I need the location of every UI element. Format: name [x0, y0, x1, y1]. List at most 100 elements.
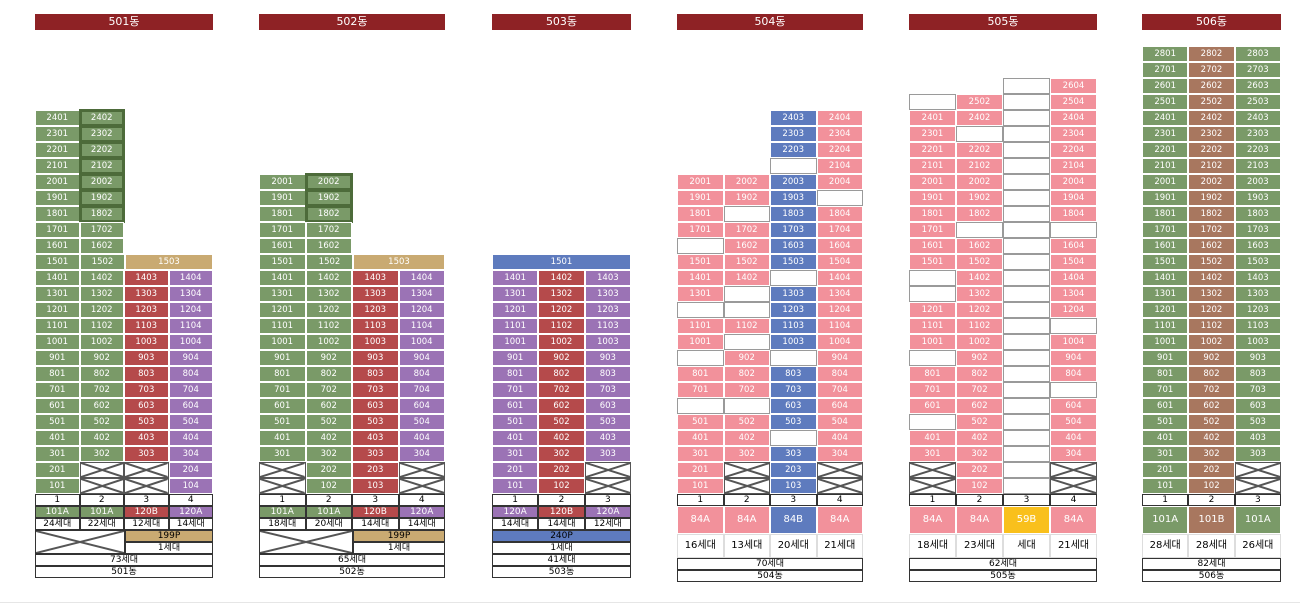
- empty-unit[interactable]: [723, 398, 770, 414]
- unit-cell[interactable]: 1204: [816, 302, 863, 318]
- unit-cell[interactable]: 902: [723, 350, 770, 366]
- unit-cell[interactable]: 904: [398, 350, 445, 366]
- unit-cell[interactable]: 1103: [1234, 318, 1281, 334]
- unit-cell[interactable]: 1104: [168, 318, 213, 334]
- unit-cell[interactable]: 2303: [1234, 126, 1281, 142]
- unit-cell[interactable]: 502: [79, 414, 124, 430]
- unit-cell[interactable]: 303: [124, 446, 169, 462]
- unit-cell[interactable]: 2202: [1188, 142, 1235, 158]
- unit-cell[interactable]: 1303: [770, 286, 817, 302]
- unit-cell[interactable]: 802: [723, 366, 770, 382]
- unit-cell[interactable]: 301: [1142, 446, 1189, 462]
- unit-cell[interactable]: 2703: [1234, 62, 1281, 78]
- unit-cell[interactable]: 1601: [35, 238, 80, 254]
- unit-cell[interactable]: 502: [956, 414, 1003, 430]
- unit-cell[interactable]: 2004: [816, 174, 863, 190]
- unit-cell[interactable]: 1101: [677, 318, 724, 334]
- unit-cell[interactable]: 1302: [79, 286, 124, 302]
- unit-cell[interactable]: 804: [398, 366, 445, 382]
- unit-cell[interactable]: 1304: [168, 286, 213, 302]
- unit-cell[interactable]: 602: [1188, 398, 1235, 414]
- unit-cell[interactable]: 101: [35, 478, 80, 494]
- unit-cell[interactable]: 1304: [816, 286, 863, 302]
- unit-cell[interactable]: 804: [816, 366, 863, 382]
- unit-cell[interactable]: 1001: [909, 334, 956, 350]
- empty-unit[interactable]: [723, 334, 770, 350]
- unit-cell[interactable]: 1203: [124, 302, 169, 318]
- unit-cell[interactable]: 604: [168, 398, 213, 414]
- unit-cell[interactable]: 401: [259, 430, 306, 446]
- unit-cell[interactable]: 1804: [816, 206, 863, 222]
- unit-cell[interactable]: 1703: [770, 222, 817, 238]
- unit-cell[interactable]: 501: [677, 414, 724, 430]
- unit-cell[interactable]: 2001: [677, 174, 724, 190]
- unit-cell[interactable]: 1201: [909, 302, 956, 318]
- unit-cell[interactable]: 1102: [79, 318, 124, 334]
- unit-cell[interactable]: 304: [168, 446, 213, 462]
- empty-unit[interactable]: [909, 270, 956, 286]
- unit-cell[interactable]: 1403: [1234, 270, 1281, 286]
- unit-cell[interactable]: 1902: [78, 189, 125, 207]
- unit-cell[interactable]: 903: [352, 350, 399, 366]
- unit-cell[interactable]: 1204: [1050, 302, 1097, 318]
- unit-cell[interactable]: 503: [352, 414, 399, 430]
- unit-cell[interactable]: 1801: [35, 206, 80, 222]
- unit-cell[interactable]: 202: [1188, 462, 1235, 478]
- unit-cell[interactable]: 1201: [35, 302, 80, 318]
- unit-cell[interactable]: 2301: [909, 126, 956, 142]
- unit-cell[interactable]: 1004: [1050, 334, 1097, 350]
- unit-cell[interactable]: 1404: [168, 270, 213, 286]
- unit-cell[interactable]: 2201: [909, 142, 956, 158]
- unit-cell[interactable]: 2002: [304, 173, 353, 191]
- unit-cell[interactable]: 1402: [538, 270, 585, 286]
- empty-unit[interactable]: [1003, 334, 1050, 350]
- unit-cell[interactable]: 1902: [304, 189, 353, 207]
- unit-cell[interactable]: 1003: [770, 334, 817, 350]
- unit-cell[interactable]: 903: [584, 350, 631, 366]
- unit-cell[interactable]: 2002: [1188, 174, 1235, 190]
- unit-cell[interactable]: 1504: [1050, 254, 1097, 270]
- unit-cell[interactable]: 1004: [816, 334, 863, 350]
- unit-cell[interactable]: 1001: [35, 334, 80, 350]
- unit-cell[interactable]: 201: [492, 462, 539, 478]
- unit-cell[interactable]: 702: [723, 382, 770, 398]
- unit-cell[interactable]: 602: [956, 398, 1003, 414]
- unit-cell[interactable]: 1801: [677, 206, 724, 222]
- unit-cell[interactable]: 402: [956, 430, 1003, 446]
- unit-cell[interactable]: 2001: [909, 174, 956, 190]
- unit-cell[interactable]: 303: [1234, 446, 1281, 462]
- unit-cell[interactable]: 503: [124, 414, 169, 430]
- unit-cell[interactable]: 1901: [35, 190, 80, 206]
- unit-cell[interactable]: 1202: [79, 302, 124, 318]
- unit-cell[interactable]: 702: [956, 382, 1003, 398]
- unit-cell[interactable]: 1403: [352, 270, 399, 286]
- unit-cell[interactable]: 1202: [538, 302, 585, 318]
- unit-cell[interactable]: 602: [538, 398, 585, 414]
- empty-unit[interactable]: [1003, 254, 1050, 270]
- unit-cell[interactable]: 1502: [956, 254, 1003, 270]
- unit-cell[interactable]: 2103: [1234, 158, 1281, 174]
- unit-cell[interactable]: 1102: [723, 318, 770, 334]
- unit-cell[interactable]: 2202: [956, 142, 1003, 158]
- unit-cell[interactable]: 501: [1142, 414, 1189, 430]
- unit-cell[interactable]: 301: [909, 446, 956, 462]
- unit-cell[interactable]: 1402: [956, 270, 1003, 286]
- unit-cell[interactable]: 2201: [1142, 142, 1189, 158]
- unit-cell[interactable]: 103: [352, 478, 399, 494]
- unit-cell[interactable]: 1502: [80, 254, 125, 270]
- unit-cell[interactable]: 302: [538, 446, 585, 462]
- unit-cell[interactable]: 804: [1050, 366, 1097, 382]
- unit-cell[interactable]: 301: [677, 446, 724, 462]
- unit-cell[interactable]: 1303: [584, 286, 631, 302]
- unit-cell[interactable]: 503: [1234, 414, 1281, 430]
- unit-cell[interactable]: 701: [35, 382, 80, 398]
- unit-cell[interactable]: 1103: [124, 318, 169, 334]
- unit-cell[interactable]: 1802: [304, 205, 353, 223]
- unit-cell[interactable]: 802: [305, 366, 352, 382]
- unit-cell[interactable]: 302: [723, 446, 770, 462]
- unit-cell[interactable]: 1202: [1188, 302, 1235, 318]
- unit-cell[interactable]: 1601: [1142, 238, 1189, 254]
- unit-cell[interactable]: 2303: [770, 126, 817, 142]
- unit-cell[interactable]: 703: [1234, 382, 1281, 398]
- unit-cell[interactable]: 1104: [816, 318, 863, 334]
